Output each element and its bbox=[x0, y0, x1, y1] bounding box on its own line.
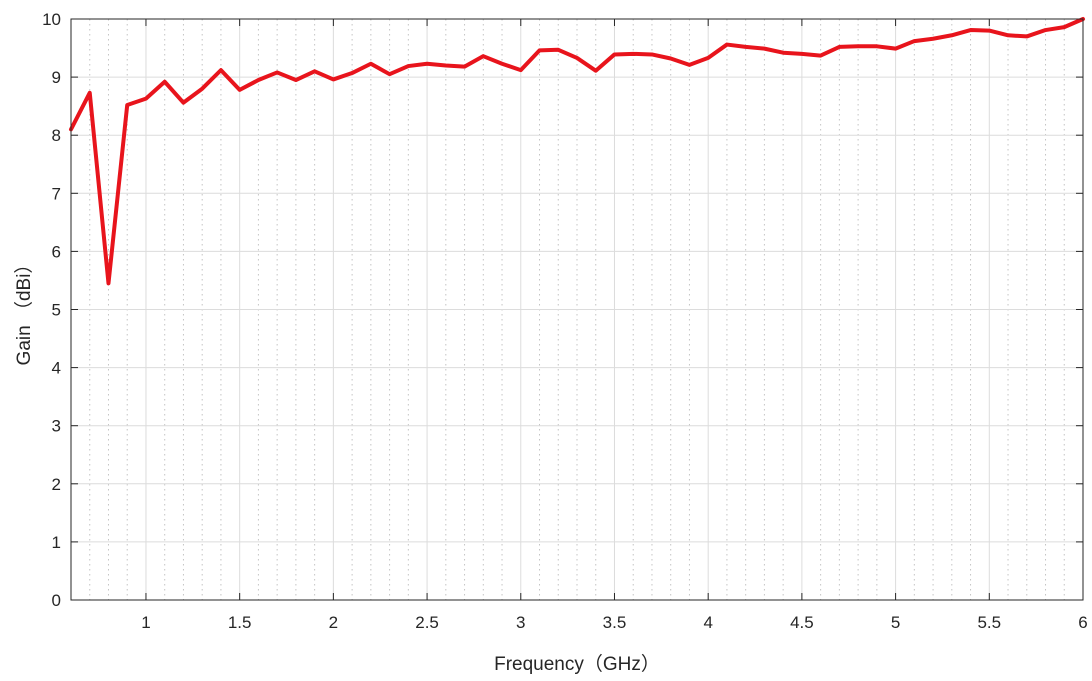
x-tick-label: 1 bbox=[141, 613, 150, 632]
y-tick-label: 5 bbox=[52, 301, 61, 320]
y-tick-label: 8 bbox=[52, 126, 61, 145]
x-tick-label: 3.5 bbox=[603, 613, 627, 632]
y-tick-label: 4 bbox=[52, 359, 61, 378]
x-tick-label: 3 bbox=[516, 613, 525, 632]
y-tick-label: 1 bbox=[52, 533, 61, 552]
y-tick-label: 9 bbox=[52, 68, 61, 87]
major-grid bbox=[71, 19, 1083, 600]
x-axis-ticks: 1 1.5 2 2.5 3 3.5 4 4.5 5 5.5 6 bbox=[141, 19, 1088, 632]
x-tick-label: 4 bbox=[703, 613, 712, 632]
x-tick-label: 6 bbox=[1078, 613, 1087, 632]
y-axis-title: Gain （dBi） bbox=[13, 255, 35, 366]
gain-series-line bbox=[69, 17, 1085, 286]
y-axis-ticks: 0 1 2 3 4 5 6 7 8 9 10 bbox=[42, 10, 1083, 610]
y-tick-label: 10 bbox=[42, 10, 61, 29]
x-tick-label: 2 bbox=[329, 613, 338, 632]
x-tick-label: 2.5 bbox=[415, 613, 439, 632]
y-tick-label: 3 bbox=[52, 417, 61, 436]
x-tick-label: 4.5 bbox=[790, 613, 814, 632]
data-layer bbox=[69, 17, 1085, 286]
y-tick-label: 2 bbox=[52, 475, 61, 494]
x-axis-title: Frequency（GHz） bbox=[494, 653, 660, 675]
x-tick-label: 1.5 bbox=[228, 613, 252, 632]
x-tick-label: 5 bbox=[891, 613, 900, 632]
y-tick-label: 7 bbox=[52, 184, 61, 203]
y-tick-label: 0 bbox=[52, 591, 61, 610]
x-tick-label: 5.5 bbox=[977, 613, 1001, 632]
y-tick-label: 6 bbox=[52, 242, 61, 261]
